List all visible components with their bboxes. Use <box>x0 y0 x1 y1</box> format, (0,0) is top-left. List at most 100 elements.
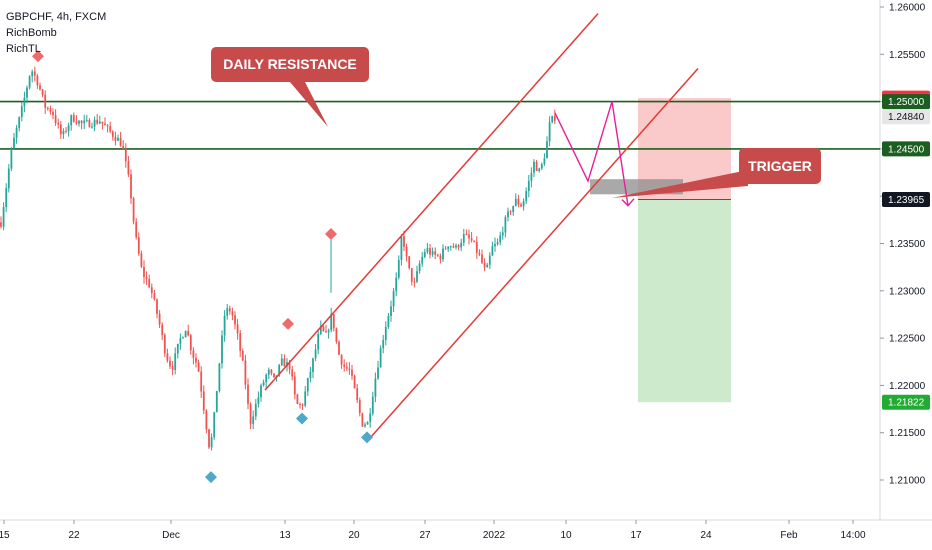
candle-body <box>481 254 483 263</box>
candle-body <box>153 293 156 300</box>
candle-body <box>83 120 86 124</box>
price-tick-label: 1.26000 <box>889 3 926 14</box>
candle-body <box>278 364 281 376</box>
candle-body <box>171 366 174 370</box>
candle-body <box>161 324 164 335</box>
time-axis[interactable]: 15 22 Dec 13 20 27 2022 10 17 24 Feb 14:00 <box>0 520 866 541</box>
candle-body <box>127 161 130 175</box>
candle-body <box>111 131 114 137</box>
candle-body <box>114 136 117 141</box>
candle-body <box>119 137 122 146</box>
buy-signal-diamond-icon <box>205 471 217 484</box>
price-tick-label: 1.22000 <box>889 381 926 392</box>
price-tick-label: 1.23000 <box>889 286 926 297</box>
projection-path[interactable] <box>554 101 635 207</box>
candle-body <box>226 308 229 316</box>
take-profit-zone[interactable] <box>638 199 731 403</box>
candle-body <box>429 248 431 255</box>
time-tick-label: 27 <box>419 530 431 541</box>
candle-body <box>91 126 93 128</box>
time-tick-label: Feb <box>780 530 798 541</box>
candle-body <box>221 335 223 364</box>
candle-body <box>254 403 257 417</box>
candle-body <box>358 400 361 414</box>
candle-body <box>408 256 411 269</box>
candle-body <box>28 76 31 88</box>
candle-body <box>348 368 351 370</box>
daily-resistance-callout[interactable] <box>211 47 369 82</box>
price-tick-label: 1.21500 <box>889 428 926 439</box>
candle-body <box>208 429 210 448</box>
candle-body <box>189 335 192 351</box>
candle-body <box>364 424 366 427</box>
candle-body <box>252 416 255 424</box>
candle-body <box>410 268 413 282</box>
candle-body <box>78 120 80 124</box>
price-badge[interactable] <box>882 109 930 125</box>
candle-body <box>351 369 353 376</box>
trigger-pointer <box>612 170 748 198</box>
candle-body <box>431 251 434 255</box>
price-badge[interactable] <box>882 394 930 410</box>
candle-body <box>452 246 455 248</box>
candle-body <box>369 413 372 423</box>
price-tick-label: 1.21000 <box>889 476 926 487</box>
candle-body <box>101 121 104 124</box>
candle-body <box>270 369 273 374</box>
candle-body <box>478 252 481 255</box>
price-badge[interactable] <box>882 141 930 157</box>
price-badge-label: 1.24840 <box>888 112 925 123</box>
candle-body <box>543 158 546 165</box>
candle-body <box>517 198 520 205</box>
price-axis[interactable]: 1.260001.255001.250001.245001.240001.235… <box>880 3 930 487</box>
trade-zones[interactable] <box>590 98 731 403</box>
indicator-richbomb[interactable]: RichBomb <box>6 27 57 39</box>
candle-body <box>317 334 320 350</box>
candle-body <box>491 246 494 256</box>
time-tick-label: 13 <box>279 530 291 541</box>
candle-body <box>67 125 70 132</box>
candle-body <box>462 234 465 243</box>
candle-body <box>413 281 416 283</box>
trend-channel[interactable] <box>264 13 699 441</box>
candle-body <box>265 374 268 383</box>
channel-upper-line[interactable] <box>264 13 599 391</box>
candle-body <box>520 204 522 207</box>
candle-body <box>200 371 203 392</box>
candle-body <box>299 403 301 405</box>
plot-area[interactable] <box>0 0 932 521</box>
candle-body <box>501 232 504 236</box>
time-tick-label: 2022 <box>483 530 506 541</box>
channel-lower-line[interactable] <box>367 67 699 441</box>
buy-signal-diamond-icon <box>361 431 373 444</box>
candle-body <box>150 287 153 294</box>
candle-body <box>210 437 213 448</box>
sell-signal-diamond-icon <box>282 317 294 330</box>
price-badge[interactable] <box>882 192 930 208</box>
candle-body <box>59 124 62 135</box>
candle-body <box>33 71 36 76</box>
trigger-callout[interactable] <box>739 148 821 184</box>
candle-body <box>2 207 5 227</box>
candle-body <box>405 246 408 257</box>
horizontal-levels[interactable] <box>0 100 880 150</box>
candle-body <box>449 246 452 248</box>
candle-body <box>306 378 309 392</box>
price-badge[interactable] <box>882 94 930 110</box>
candle-body <box>13 137 15 149</box>
candle-body <box>366 422 369 425</box>
candle-body <box>137 237 140 254</box>
candlestick-series <box>0 66 556 451</box>
candle-body <box>457 245 460 248</box>
candle-body <box>509 211 512 213</box>
projection-zigzag[interactable] <box>554 101 629 206</box>
candle-body <box>499 235 502 243</box>
indicator-richtl[interactable]: RichTL <box>6 43 41 55</box>
candle-body <box>135 221 138 238</box>
candle-body <box>239 333 242 351</box>
annotations[interactable]: DAILY RESISTANCE TRIGGER <box>211 47 821 198</box>
candle-body <box>70 115 73 126</box>
candle-body <box>327 330 330 333</box>
symbol-line[interactable]: GBPCHF, 4h, FXCM <box>6 11 107 23</box>
